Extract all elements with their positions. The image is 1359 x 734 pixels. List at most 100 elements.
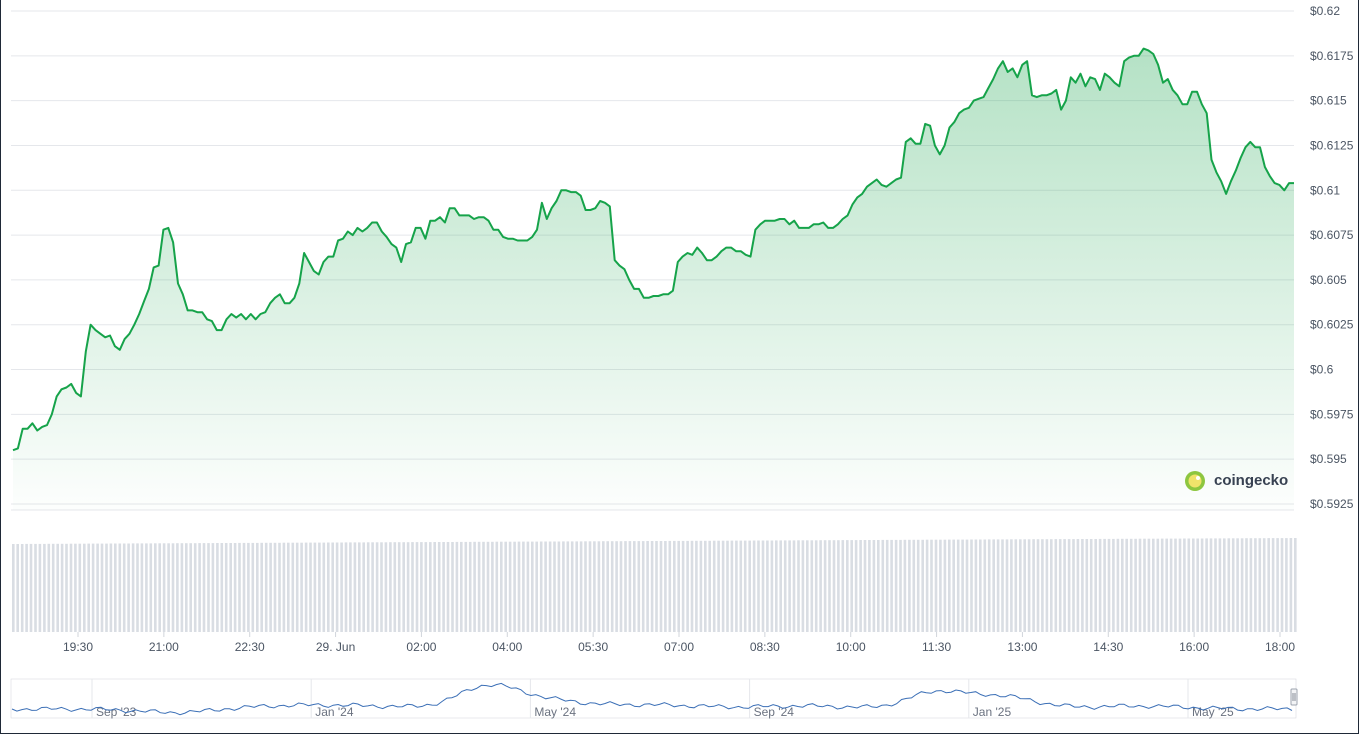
volume-bar: [109, 543, 113, 632]
volume-bar: [925, 539, 929, 632]
volume-bar: [140, 543, 144, 632]
volume-bar: [730, 540, 734, 632]
volume-bar: [983, 539, 987, 632]
volume-bar: [87, 543, 90, 632]
volume-bar: [664, 541, 667, 632]
volume-bar: [83, 543, 86, 632]
volume-bar: [854, 540, 858, 632]
volume-bar: [1010, 539, 1013, 632]
volume-bar: [269, 542, 272, 632]
volume-bar: [264, 542, 268, 632]
volume-bar: [114, 543, 117, 632]
volume-bar: [176, 543, 179, 632]
volume-bar: [952, 539, 955, 632]
volume-bar: [1023, 539, 1026, 632]
volume-bar: [162, 543, 166, 632]
volume-bar: [557, 541, 561, 632]
price-area: [13, 48, 1294, 510]
volume-bar: [1280, 538, 1284, 632]
volume-bar: [965, 539, 969, 632]
navigator-label: Jan '24: [315, 705, 354, 719]
volume-bar: [1076, 539, 1080, 632]
volume-bar: [539, 541, 543, 632]
volume-bar: [517, 541, 521, 632]
volume-bar: [433, 542, 436, 632]
volume-bar: [535, 541, 538, 632]
navigator-label: Jan '25: [973, 705, 1012, 719]
navigator[interactable]: Sep '23 Jan '24 May '24 Sep '24 Jan '25 May '…: [10, 678, 1298, 719]
volume-bar: [708, 540, 711, 632]
volume-bar: [1285, 538, 1288, 632]
volume-bar: [16, 544, 19, 632]
volume-bar: [531, 541, 534, 632]
volume-bar: [610, 541, 614, 632]
volume-bar: [1200, 538, 1204, 632]
volume-bar: [522, 541, 525, 632]
volume-bar: [411, 542, 414, 632]
volume-bar: [868, 540, 871, 632]
volume-bar: [1152, 538, 1155, 632]
volume-bar: [717, 540, 720, 632]
volume-bar: [970, 539, 973, 632]
volume-bar: [526, 541, 530, 632]
volume-bar: [930, 539, 933, 632]
volume-bar: [641, 541, 645, 632]
volume-bar: [916, 539, 920, 632]
volume-bar: [131, 543, 135, 632]
volume-bar: [1001, 539, 1004, 632]
volume-bar: [216, 543, 219, 632]
volume-bar: [437, 542, 441, 632]
volume-bar: [1271, 538, 1275, 632]
volume-bar: [393, 542, 397, 632]
volume-bar: [500, 541, 503, 632]
volume-bar: [1209, 538, 1213, 632]
volume-bar: [1183, 538, 1186, 632]
volume-bar: [1045, 539, 1049, 632]
volume-bar: [397, 542, 401, 632]
volume-bar: [251, 542, 255, 632]
volume-bar: [681, 540, 685, 632]
volume-bar: [1085, 539, 1089, 632]
volume-bar: [588, 541, 592, 632]
volume-bar: [100, 543, 104, 632]
volume-bar: [593, 541, 596, 632]
navigator-handle[interactable]: [1290, 688, 1298, 706]
volume-bar: [1103, 538, 1106, 632]
x-tick-label: 04:00: [492, 640, 522, 654]
volume-bar: [566, 541, 570, 632]
volume-bar: [832, 540, 836, 632]
volume-bar: [1005, 539, 1009, 632]
navigator-track[interactable]: [10, 678, 1297, 719]
volume-bar: [996, 539, 1000, 632]
volume-bar: [327, 542, 330, 632]
volume-bar: [495, 541, 499, 632]
volume-bar: [846, 540, 849, 632]
volume-bar: [659, 541, 663, 632]
volume-bar: [491, 541, 494, 632]
volume-bar: [739, 540, 743, 632]
volume-bar: [686, 540, 689, 632]
volume-bar: [575, 541, 578, 632]
volume-bar: [34, 543, 37, 632]
volume-bar: [1192, 538, 1195, 632]
volume-bar: [939, 539, 942, 632]
volume-bar: [668, 540, 672, 632]
volume-bar: [726, 540, 729, 632]
price-line[interactable]: [12, 47, 1294, 452]
volume-bar: [322, 542, 326, 632]
coingecko-logo-inner: [1188, 474, 1202, 488]
volume-bar: [801, 540, 805, 632]
volume-bar: [1147, 538, 1151, 632]
volume-bar: [1054, 539, 1058, 632]
volume-bar: [260, 542, 263, 632]
volume-bar: [850, 540, 853, 632]
volume-bar: [25, 543, 28, 632]
volume-bar: [43, 543, 46, 632]
volume-bar: [553, 541, 556, 632]
x-tick-label: 07:00: [664, 640, 694, 654]
coingecko-watermark: coingecko: [1185, 471, 1288, 491]
volume-bar: [247, 542, 250, 632]
y-tick-label: $0.5925: [1310, 497, 1354, 511]
x-tick-label: 11:30: [922, 640, 951, 654]
